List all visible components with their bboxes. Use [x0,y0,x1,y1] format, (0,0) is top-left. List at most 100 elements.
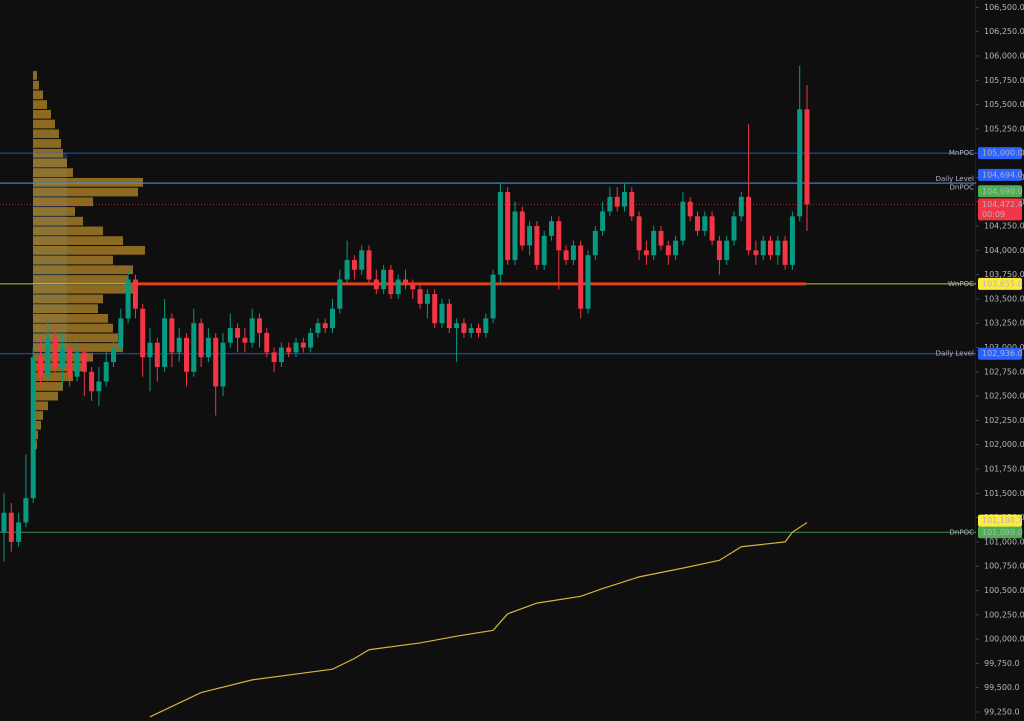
y-tick-label: 104,000.0 [984,246,1024,255]
candle-body [395,279,401,295]
volume-bar [33,265,133,275]
candle-body [483,318,489,333]
y-tick-label: 102,750.0 [984,367,1024,376]
candle-body [432,294,438,324]
price-tag-label: 104,694.0 [982,170,1023,179]
candle-body [8,512,14,542]
candle-body [147,342,153,358]
candle-body [337,279,343,309]
candle-body [96,381,102,392]
price-tag-label: 104,472.4 [982,200,1023,209]
candle-body [271,352,277,363]
price-tag [978,277,1022,290]
candle-body [549,221,554,236]
level-name: Daily Level [936,175,974,183]
candle-body [680,201,686,241]
candle-body [16,522,22,542]
candle-body [461,323,467,333]
candle-body [235,328,241,338]
candle-body [622,192,627,207]
candle-body [169,318,175,353]
candle-body [132,279,138,309]
candle-body [665,245,671,256]
y-tick-label: 106,000.0 [984,51,1024,60]
candle-body [52,337,58,367]
volume-bar [33,119,55,129]
price-tag [978,526,1022,539]
y-tick-label: 106,250.0 [984,27,1024,36]
candle-body [213,337,219,387]
candle-body [687,201,693,217]
candle-body [600,211,606,231]
y-tick-label: 105,750.0 [984,76,1024,85]
candle-body [257,318,262,333]
candle-body [636,216,642,251]
volume-bar [33,382,63,391]
y-tick-label: 102,000.0 [984,440,1024,449]
candle-body [446,303,452,329]
price-tag [978,347,1022,360]
level-name: DnPOC [950,528,975,536]
candle-body [30,357,36,499]
candle-body [67,347,73,377]
countdown: 00:09 [982,210,1005,219]
candle-body [300,342,306,348]
candle-body [198,323,204,358]
candle-body [59,347,65,367]
volume-bar [33,187,138,197]
candle-body [322,323,328,329]
y-tick-label: 103,750.0 [984,270,1024,279]
volume-bar [33,314,108,323]
price-tag [978,198,1022,221]
volume-bar [33,275,128,284]
volume-bar [33,401,48,411]
volume-bar [33,226,103,236]
price-tag [978,514,1022,527]
volume-bar [33,411,43,420]
candle-body [804,109,810,205]
candle-body [38,357,43,377]
volume-bar [33,168,73,177]
candle-body [176,337,182,353]
candle-body [519,211,525,246]
indicator-line [149,522,808,718]
candle-body [439,303,445,324]
y-tick-label: 105,500.0 [984,100,1024,109]
candle-body [191,323,197,372]
candle-body [1,512,7,533]
candle-body [373,279,379,290]
candle-body [359,250,365,270]
level-name: Daily Level [936,350,974,358]
candle-body [424,294,430,304]
candle-body [768,240,773,256]
candle-body [403,279,408,285]
volume-bar [33,177,143,187]
candle-body [534,226,540,265]
candle-body [702,216,708,231]
candle-body [315,323,321,333]
candle-body [760,240,766,256]
volume-bar [33,236,123,245]
candle-body [527,226,533,246]
y-tick-label: 102,500.0 [984,392,1024,401]
volume-bar [33,284,133,294]
volume-bar [33,245,145,255]
candle-body [417,289,423,304]
y-tick-label: 100,250.0 [984,610,1024,619]
candle-body [746,196,752,251]
candle-body [118,318,124,348]
volume-bar [33,100,47,109]
candle-body [512,211,518,261]
y-tick-label: 104,250.0 [984,222,1024,231]
candle-body [330,308,335,329]
volume-bar [33,362,83,372]
candle-body [468,328,474,333]
candle-body [293,342,299,353]
y-tick-label: 103,250.0 [984,319,1024,328]
candle-body [140,308,146,358]
level-name: WnPOC [948,280,974,288]
candle-body [724,240,730,261]
volume-bar [33,333,118,343]
candle-body [643,250,649,256]
candle-body [184,337,189,372]
